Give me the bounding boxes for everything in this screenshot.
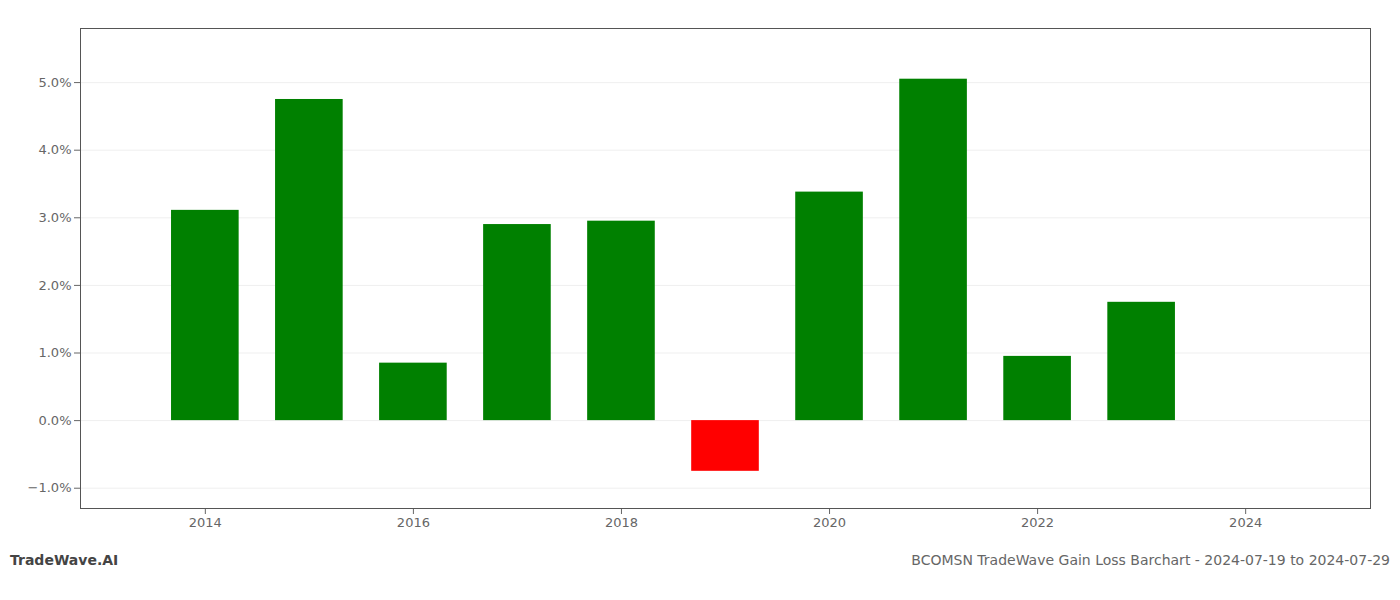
svg-text:2020: 2020 [813,515,846,530]
svg-text:2022: 2022 [1021,515,1054,530]
svg-text:3.0%: 3.0% [38,210,71,225]
svg-text:2024: 2024 [1229,515,1262,530]
svg-text:2.0%: 2.0% [38,278,71,293]
svg-text:5.0%: 5.0% [38,75,71,90]
svg-text:2014: 2014 [189,515,222,530]
svg-text:2018: 2018 [605,515,638,530]
svg-text:0.0%: 0.0% [38,413,71,428]
svg-text:2016: 2016 [397,515,430,530]
html-text:TradeWave.AI: TradeWave.AI [10,552,119,568]
svg-text:1.0%: 1.0% [38,345,71,360]
svg-text:−1.0%: −1.0% [28,480,72,495]
svg-text:4.0%: 4.0% [38,142,71,157]
html-text:BCOMSN TradeWave Gain Loss Bar: BCOMSN TradeWave Gain Loss Barchart - 20… [911,552,1390,568]
